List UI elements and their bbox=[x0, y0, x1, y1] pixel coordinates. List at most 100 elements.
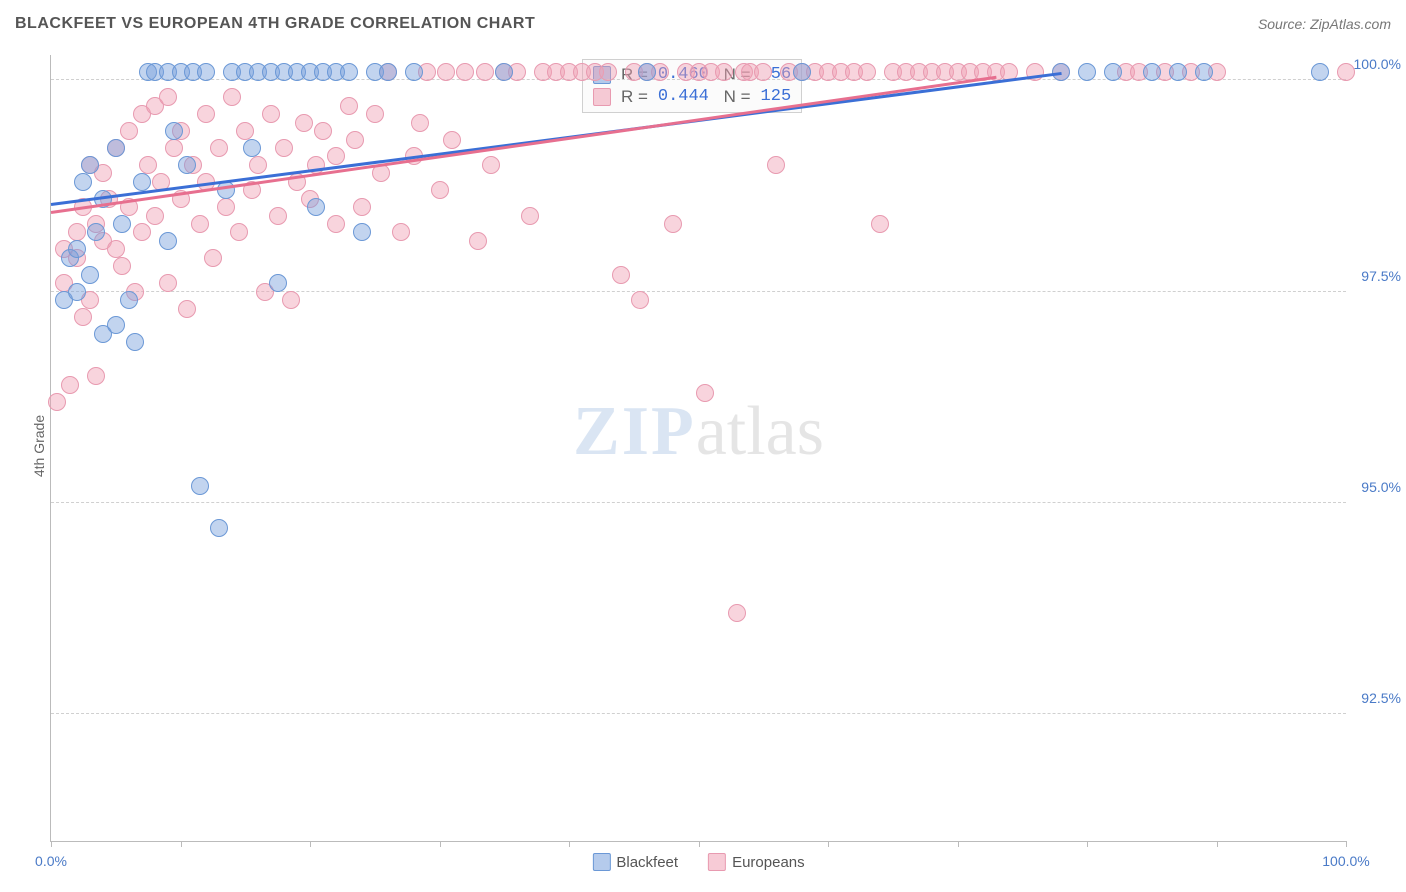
data-point bbox=[146, 207, 164, 225]
data-point bbox=[87, 367, 105, 385]
data-point bbox=[178, 156, 196, 174]
data-point bbox=[236, 122, 254, 140]
x-tick bbox=[1346, 841, 1347, 847]
data-point bbox=[159, 232, 177, 250]
legend-label: Europeans bbox=[732, 854, 805, 871]
data-point bbox=[754, 63, 772, 81]
data-point bbox=[379, 63, 397, 81]
legend-label: Blackfeet bbox=[616, 854, 678, 871]
data-point bbox=[81, 156, 99, 174]
data-point bbox=[767, 156, 785, 174]
data-point bbox=[165, 139, 183, 157]
x-tick bbox=[958, 841, 959, 847]
y-tick-label: 97.5% bbox=[1361, 268, 1401, 284]
data-point bbox=[243, 139, 261, 157]
data-point bbox=[159, 88, 177, 106]
watermark-zip: ZIP bbox=[573, 393, 696, 470]
data-point bbox=[793, 63, 811, 81]
data-point bbox=[107, 316, 125, 334]
watermark: ZIPatlas bbox=[573, 392, 824, 472]
swatch-europeans bbox=[593, 88, 611, 106]
data-point bbox=[411, 114, 429, 132]
x-tick-label: 0.0% bbox=[35, 853, 67, 869]
data-point bbox=[327, 147, 345, 165]
data-point bbox=[638, 63, 656, 81]
data-point bbox=[269, 274, 287, 292]
data-point bbox=[340, 63, 358, 81]
gridline bbox=[51, 713, 1346, 714]
data-point bbox=[295, 114, 313, 132]
data-point bbox=[392, 223, 410, 241]
x-tick bbox=[181, 841, 182, 847]
data-point bbox=[1195, 63, 1213, 81]
data-point bbox=[61, 376, 79, 394]
stat-n-europeans: 125 bbox=[761, 87, 792, 106]
data-point bbox=[664, 215, 682, 233]
data-point bbox=[113, 215, 131, 233]
legend: Blackfeet Europeans bbox=[592, 853, 804, 871]
data-point bbox=[210, 519, 228, 537]
data-point bbox=[48, 393, 66, 411]
data-point bbox=[249, 156, 267, 174]
watermark-atlas: atlas bbox=[696, 393, 824, 470]
x-tick bbox=[569, 841, 570, 847]
data-point bbox=[346, 131, 364, 149]
chart-header: BLACKFEET VS EUROPEAN 4TH GRADE CORRELAT… bbox=[15, 15, 1391, 33]
data-point bbox=[120, 291, 138, 309]
data-point bbox=[443, 131, 461, 149]
data-point bbox=[68, 223, 86, 241]
data-point bbox=[230, 223, 248, 241]
data-point bbox=[612, 266, 630, 284]
scatter-chart: ZIPatlas R = 0.460 N = 56 R = 0.444 N = … bbox=[50, 55, 1346, 842]
trend-line bbox=[51, 76, 997, 214]
x-tick bbox=[1087, 841, 1088, 847]
data-point bbox=[262, 105, 280, 123]
x-tick bbox=[699, 841, 700, 847]
data-point bbox=[74, 308, 92, 326]
stat-row-europeans: R = 0.444 N = 125 bbox=[593, 86, 791, 108]
data-point bbox=[340, 97, 358, 115]
data-point bbox=[133, 173, 151, 191]
data-point bbox=[133, 223, 151, 241]
data-point bbox=[405, 63, 423, 81]
data-point bbox=[353, 198, 371, 216]
data-point bbox=[204, 249, 222, 267]
data-point bbox=[871, 215, 889, 233]
data-point bbox=[68, 240, 86, 258]
data-point bbox=[327, 215, 345, 233]
data-point bbox=[715, 63, 733, 81]
data-point bbox=[275, 139, 293, 157]
data-point bbox=[126, 333, 144, 351]
legend-item-blackfeet: Blackfeet bbox=[592, 853, 678, 871]
legend-swatch-blackfeet bbox=[592, 853, 610, 871]
data-point bbox=[431, 181, 449, 199]
data-point bbox=[456, 63, 474, 81]
data-point bbox=[197, 63, 215, 81]
data-point bbox=[113, 257, 131, 275]
chart-source: Source: ZipAtlas.com bbox=[1258, 16, 1391, 32]
data-point bbox=[282, 291, 300, 309]
data-point bbox=[139, 156, 157, 174]
chart-title: BLACKFEET VS EUROPEAN 4TH GRADE CORRELAT… bbox=[15, 15, 535, 33]
data-point bbox=[165, 122, 183, 140]
stat-r-europeans: 0.444 bbox=[658, 87, 709, 106]
data-point bbox=[223, 88, 241, 106]
data-point bbox=[1143, 63, 1161, 81]
data-point bbox=[1169, 63, 1187, 81]
data-point bbox=[197, 105, 215, 123]
data-point bbox=[191, 477, 209, 495]
data-point bbox=[107, 240, 125, 258]
data-point bbox=[314, 122, 332, 140]
data-point bbox=[1078, 63, 1096, 81]
data-point bbox=[87, 223, 105, 241]
data-point bbox=[159, 274, 177, 292]
data-point bbox=[269, 207, 287, 225]
data-point bbox=[521, 207, 539, 225]
x-tick bbox=[828, 841, 829, 847]
x-tick-label: 100.0% bbox=[1322, 853, 1369, 869]
data-point bbox=[217, 198, 235, 216]
data-point bbox=[74, 173, 92, 191]
data-point bbox=[469, 232, 487, 250]
legend-item-europeans: Europeans bbox=[708, 853, 805, 871]
stat-n-label: N = bbox=[719, 87, 751, 107]
